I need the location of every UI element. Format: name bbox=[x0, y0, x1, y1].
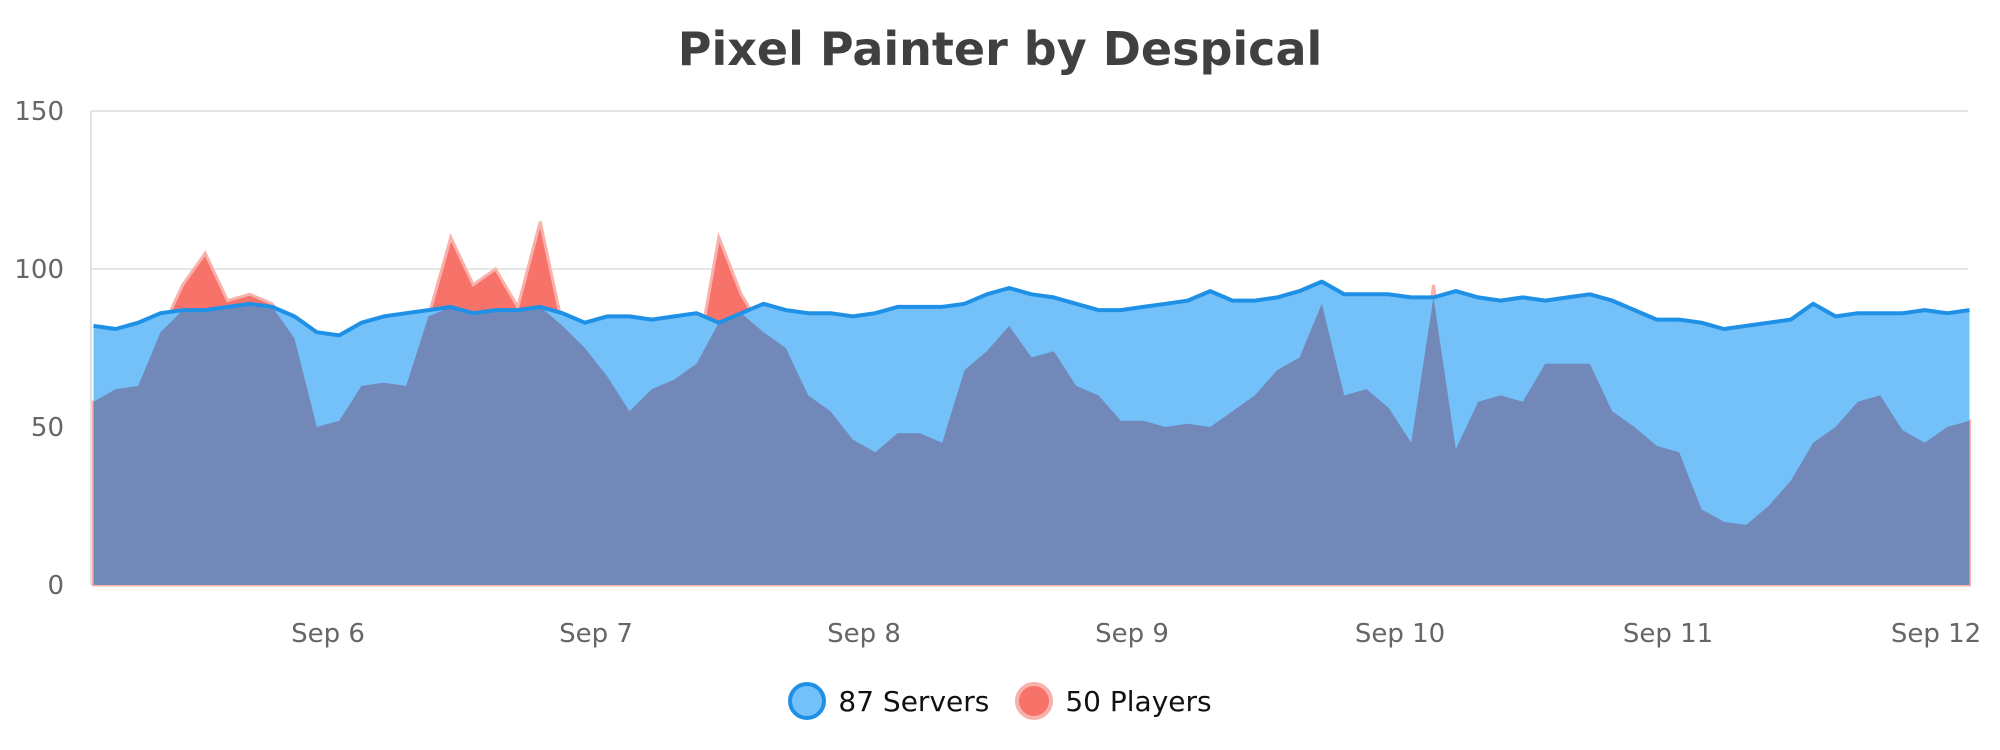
x-tick-label: Sep 7 bbox=[559, 619, 633, 649]
servers-legend-label: 87 Servers bbox=[838, 684, 990, 718]
x-tick-label: Sep 8 bbox=[827, 619, 901, 649]
legend: 87 Servers 50 Players bbox=[0, 682, 2000, 720]
players-legend-marker bbox=[1015, 682, 1054, 720]
x-tick-label: Sep 12 bbox=[1891, 619, 1981, 649]
x-tick-label: Sep 11 bbox=[1623, 619, 1713, 649]
chart-title: Pixel Painter by Despical bbox=[677, 22, 1323, 76]
y-tick-label: 150 bbox=[14, 97, 64, 127]
y-tick-label: 50 bbox=[31, 413, 64, 443]
x-tick-label: Sep 6 bbox=[291, 619, 365, 649]
servers-line bbox=[93, 279, 1970, 338]
legend-item-players[interactable]: 50 Players bbox=[1015, 682, 1212, 720]
x-tick-label: Sep 9 bbox=[1095, 619, 1169, 649]
servers-legend-marker bbox=[788, 682, 827, 720]
players-legend-label: 50 Players bbox=[1065, 684, 1212, 718]
y-tick-label: 0 bbox=[47, 571, 64, 601]
x-tick-label: Sep 10 bbox=[1355, 619, 1445, 649]
players-overlap-area bbox=[93, 297, 1970, 585]
y-tick-label: 100 bbox=[14, 255, 64, 285]
legend-item-servers[interactable]: 87 Servers bbox=[788, 682, 989, 720]
